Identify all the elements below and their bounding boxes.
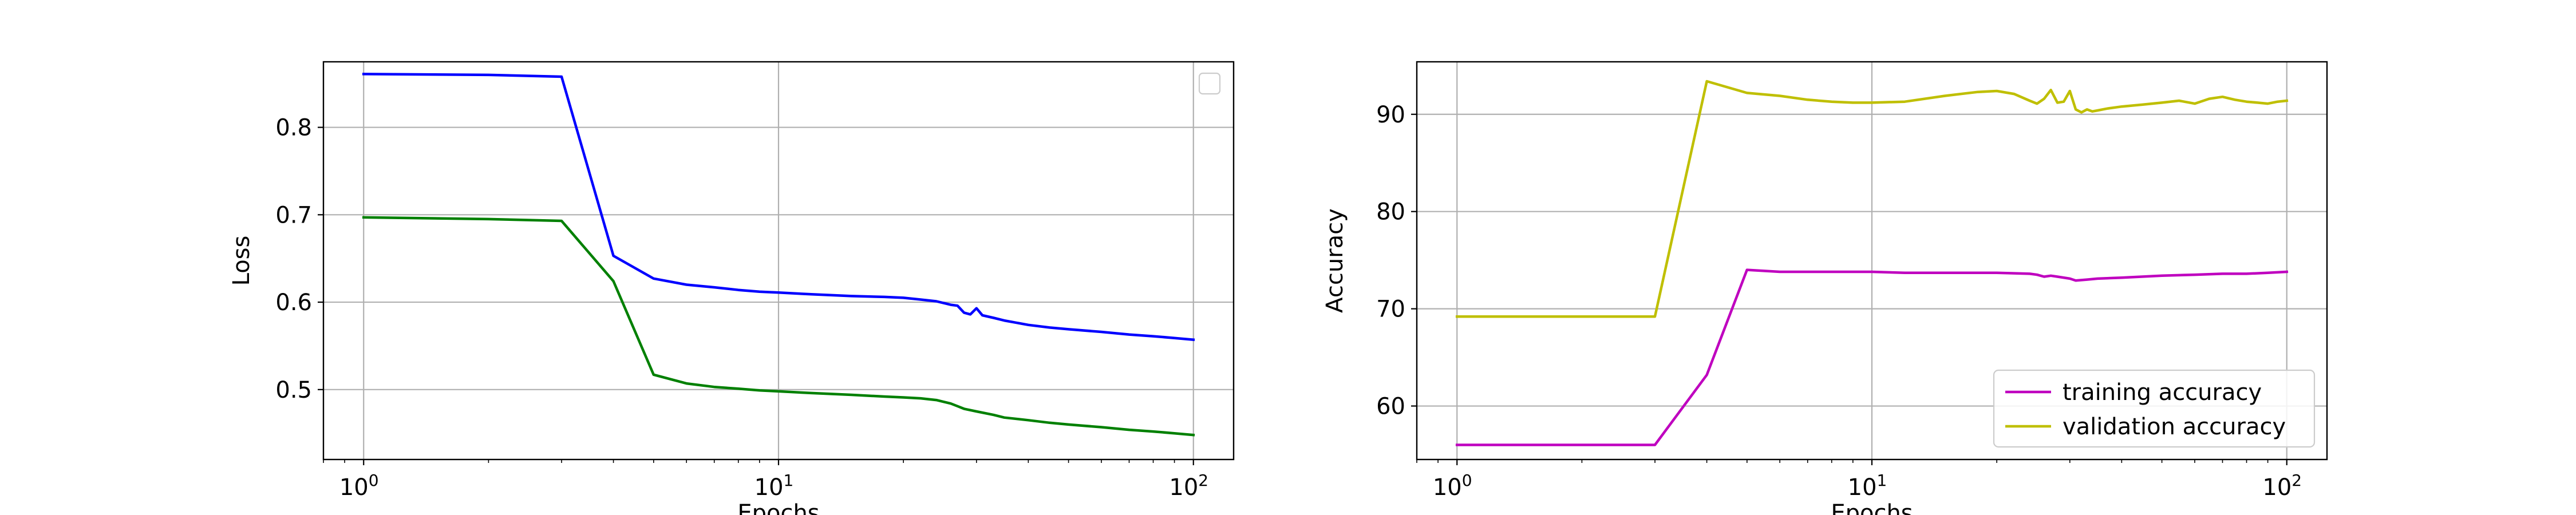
x-tick-label: 100 (1433, 471, 1472, 501)
series-line-training-accuracy (1455, 268, 2289, 446)
series-line-2 (362, 216, 1195, 437)
x-tick-label: 100 (339, 471, 379, 501)
accuracy-chart: 100 101 102 60 70 80 90 Epochs Accuracy training … (1322, 61, 2328, 515)
loss-grid (323, 62, 1234, 459)
y-tick-label: 0.8 (275, 115, 312, 141)
y-axis-label: Loss (228, 236, 255, 286)
y-tick-label: 0.5 (275, 377, 312, 403)
y-tick-label: 60 (1376, 394, 1405, 420)
series-line-validation-accuracy (1455, 80, 2289, 318)
legend-frame (1993, 369, 2316, 448)
loss-chart: 100 101 102 0.5 0.6 0.7 0.8 Epochs Loss (228, 61, 1235, 515)
y-tick-label: 80 (1376, 199, 1405, 225)
y-tick-label: 0.6 (275, 290, 312, 316)
series-line-1 (362, 73, 1195, 342)
x-tick-label: 102 (1169, 471, 1208, 501)
x-axis-label: Epochs (1831, 500, 1913, 515)
legend-label-training-accuracy: training accuracy (2063, 379, 2262, 406)
legend-label-validation-accuracy: validation accuracy (2063, 414, 2286, 440)
y-tick-label: 70 (1376, 296, 1405, 323)
x-tick-label: 101 (1848, 471, 1887, 501)
x-axis-label: Epochs (737, 500, 819, 515)
legend: training accuracy validation accuracy (1993, 369, 2316, 448)
y-tick-label: 90 (1376, 102, 1405, 128)
x-tick-label: 101 (754, 471, 794, 501)
y-axis-label: Accuracy (1322, 208, 1348, 313)
x-tick-label: 102 (2262, 471, 2302, 501)
y-tick-label: 0.7 (275, 202, 312, 228)
empty-legend-box (1198, 72, 1221, 95)
